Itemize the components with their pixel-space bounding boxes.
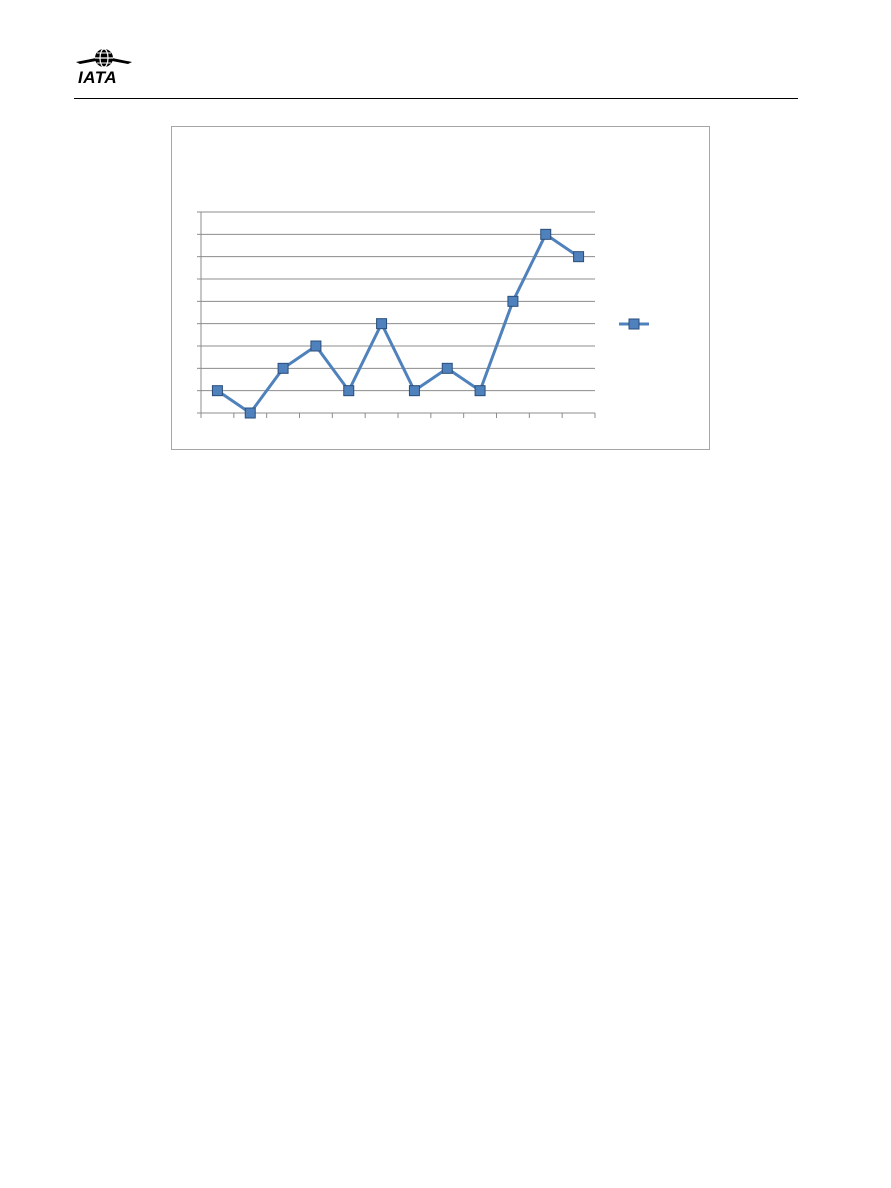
data-point (211, 385, 223, 397)
series-line (216, 232, 580, 415)
data-point (573, 251, 585, 263)
data-point (408, 385, 420, 397)
data-point (277, 362, 289, 374)
data-point (507, 295, 519, 307)
data-point (244, 407, 256, 419)
gridlines (197, 211, 595, 414)
line-chart (197, 211, 649, 419)
legend (619, 318, 649, 330)
data-point (343, 385, 355, 397)
legend-marker (628, 318, 640, 330)
axes (200, 212, 596, 418)
data-point (441, 362, 453, 374)
data-point (376, 318, 388, 330)
data-point (310, 340, 322, 352)
chart-container (171, 126, 710, 450)
globe-wings-icon (76, 48, 132, 68)
iata-logo: IATA (74, 46, 134, 94)
data-point (474, 385, 486, 397)
logo-text: IATA (78, 68, 118, 87)
series-layer (211, 228, 585, 419)
data-point (540, 228, 552, 240)
page-header: IATA (74, 46, 798, 99)
